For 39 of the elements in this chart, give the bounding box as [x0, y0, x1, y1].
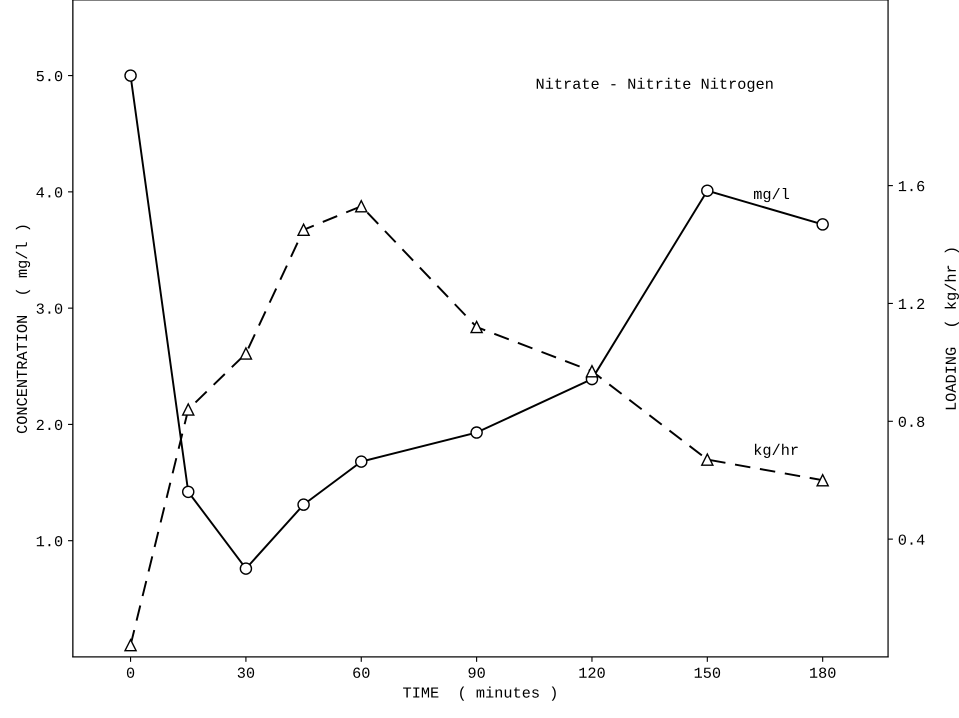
point [355, 455, 368, 468]
x-tick-label: 90 [468, 668, 485, 678]
y2-tick-label: 0.4 [898, 534, 924, 545]
y-axis-title: CONCENTRATION ( mg/l ) [16, 226, 30, 434]
point [124, 69, 137, 82]
point [240, 562, 252, 575]
y-tick-label: 5.0 [36, 70, 62, 82]
point [297, 224, 310, 236]
y-tick-label: 2.0 [36, 420, 62, 430]
series-label: mg/l [754, 188, 790, 202]
x-axis-title: TIME ( minutes ) [403, 686, 556, 701]
point [182, 403, 194, 416]
point [470, 426, 483, 439]
series-label: kg/hr [754, 444, 798, 458]
x-tick-label: 60 [353, 668, 370, 678]
point [816, 474, 829, 486]
y2-axis-title: LOADING ( kg/hr ) [944, 248, 959, 410]
x-tick-label: 180 [810, 668, 836, 678]
point [182, 486, 194, 498]
text: Nitrate - Nitrite Nitrogen [536, 78, 773, 92]
point [124, 638, 137, 652]
y-tick-label: 4.0 [36, 187, 62, 198]
point [586, 364, 598, 378]
y-tick-label: 3.0 [36, 303, 62, 314]
point [297, 498, 310, 511]
point [240, 347, 252, 360]
y-tick-label: 1.0 [36, 536, 62, 546]
point [470, 320, 483, 334]
y2-tick-label: 1.2 [898, 298, 924, 309]
x-tick-label: 120 [579, 668, 605, 678]
point [701, 184, 714, 197]
point [701, 453, 714, 466]
x-tick-label: 0 [126, 668, 134, 678]
point [816, 218, 829, 231]
y2-tick-label: 0.8 [898, 416, 924, 427]
point [355, 200, 368, 212]
x-tick-label: 30 [238, 668, 254, 678]
y2-tick-label: 1.6 [898, 180, 924, 192]
x-tick-label: 150 [694, 668, 720, 678]
